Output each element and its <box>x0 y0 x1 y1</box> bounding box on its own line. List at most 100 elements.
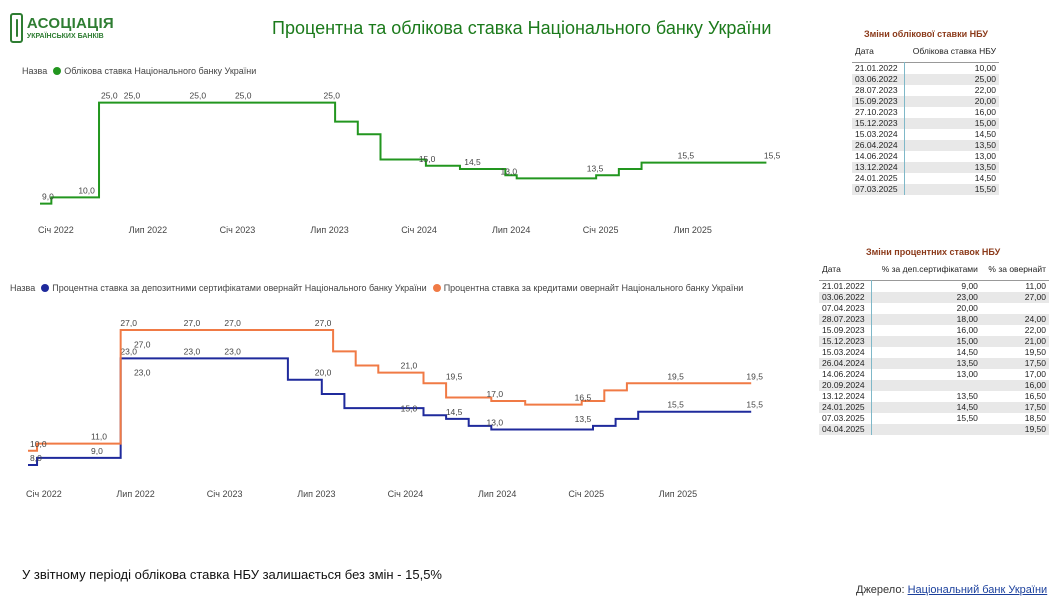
chart2-x-tick: Лип 2025 <box>659 489 697 499</box>
chart2-x-tick: Лип 2022 <box>116 489 154 499</box>
chart1-series-0-label: 25,0 <box>235 91 252 101</box>
table-cell: 11,00 <box>980 280 1049 292</box>
chart1-series-0-label: 15,5 <box>764 151 781 161</box>
table-cell: 27.10.2023 <box>852 107 905 118</box>
table-cell: 07.03.2025 <box>819 413 873 424</box>
table-cell: 03.06.2022 <box>852 74 905 85</box>
chart2-x-tick: Січ 2022 <box>26 489 62 499</box>
chart1-legend-series: Облікова ставка Національного банку Укра… <box>64 66 257 76</box>
table-cell: 24.01.2025 <box>819 402 873 413</box>
source-link[interactable]: Національний банк України <box>907 584 1048 596</box>
table-cell: 21.01.2022 <box>852 62 905 74</box>
table-cell: 18,00 <box>871 314 981 325</box>
chart1-series-0-label: 25,0 <box>190 91 207 101</box>
table-cell: 14.06.2024 <box>852 151 905 162</box>
table-row: 15.12.2023 15,00 21,00 <box>819 336 1049 347</box>
table-cell: 07.04.2023 <box>819 303 873 314</box>
table-row: 03.06.2022 25,00 <box>852 74 999 85</box>
table-row: 15.09.2023 16,00 22,00 <box>819 325 1049 336</box>
table2-header-date: Дата <box>822 264 841 274</box>
chart1-series-0-label: 15,0 <box>419 154 436 164</box>
chart1-x-tick: Січ 2024 <box>401 225 437 235</box>
table-row: 15.12.2023 15,00 <box>852 118 999 129</box>
table-cell: 16,50 <box>1024 391 1046 401</box>
table-cell: 14,50 <box>974 129 996 139</box>
chart2-series-1-line <box>28 329 752 452</box>
chart2-series-1-label: 27,0 <box>224 318 241 328</box>
blue-dot-icon <box>41 284 50 292</box>
chart1-series-0-label: 10,0 <box>78 185 95 195</box>
chart2-series-1-label: 19,5 <box>446 371 463 381</box>
table-cell: 14.06.2024 <box>819 369 873 380</box>
table-cell: 15,00 <box>904 118 999 129</box>
chart2-x-tick: Січ 2023 <box>207 489 243 499</box>
table-cell: 04.04.2025 <box>819 424 873 435</box>
table-row: 07.03.2025 15,50 <box>852 184 999 195</box>
chart1-series-0-label: 25,0 <box>124 91 141 101</box>
table-cell: 20.09.2024 <box>819 380 873 391</box>
chart2-x-tick: Січ 2025 <box>568 489 604 499</box>
table-cell: 26.04.2024 <box>852 140 905 151</box>
chart1-legend: Назва Облікова ставка Національного банк… <box>22 66 256 76</box>
chart2-series-0-label: 9,0 <box>91 446 103 456</box>
chart2-series-1-label: 19,5 <box>667 371 684 381</box>
table-cell: 19,50 <box>980 424 1049 435</box>
table-row: 20.09.2024 16,00 <box>819 380 1049 391</box>
table-cell: 15.12.2023 <box>819 336 873 347</box>
chart1-series-0-label: 13,0 <box>501 166 518 176</box>
chart1-x-tick: Січ 2022 <box>38 225 74 235</box>
table-cell: 14,50 <box>956 347 978 357</box>
chart1-series-0-label: 25,0 <box>101 91 118 101</box>
table-cell <box>871 380 981 391</box>
table-cell: 21,00 <box>980 336 1049 347</box>
table-cell: 14,50 <box>974 173 996 183</box>
table-cell: 15,50 <box>956 413 978 423</box>
chart2-series-1-label: 16,5 <box>575 393 592 403</box>
table-cell: 17,00 <box>1024 369 1046 379</box>
chart1-series-0-label: 15,5 <box>678 151 695 161</box>
table-cell: 13,50 <box>871 358 981 369</box>
table-cell: 15.03.2024 <box>852 129 905 140</box>
table-cell: 26.04.2024 <box>819 358 873 369</box>
chart1-series-0-line <box>40 101 767 205</box>
orange-dot-icon <box>432 284 441 292</box>
chart2-x-tick: Січ 2024 <box>388 489 424 499</box>
chart2-series-1-label: 10,0 <box>30 439 47 449</box>
chart2-series-1-label: 21,0 <box>401 361 418 371</box>
chart2-legend: Назва Процентна ставка за депозитними се… <box>10 283 743 293</box>
table-cell: 24,00 <box>980 314 1049 325</box>
key-rate-table: Дата Облікова ставка НБУ 21.01.2022 10,00… <box>852 40 999 195</box>
source-label: Джерело: <box>856 584 905 596</box>
table-cell: 22,00 <box>1024 325 1046 335</box>
chart1-x-tick: Лип 2024 <box>492 225 530 235</box>
table1-title: Зміни облікової ставки НБУ <box>864 29 988 39</box>
table-cell: 25,00 <box>904 74 999 85</box>
page-title: Процентна та облікова ставка Національно… <box>272 18 772 38</box>
chart2-series-1-label: 27,0 <box>120 318 137 328</box>
chart2-x-tick: Лип 2023 <box>297 489 335 499</box>
table-row: 15.03.2024 14,50 <box>852 129 999 140</box>
chart2-series-0-label: 15,5 <box>667 400 684 410</box>
table-cell: 28.07.2023 <box>819 314 873 325</box>
table-row: 24.01.2025 14,50 17,50 <box>819 402 1049 413</box>
table-cell: 20,00 <box>904 96 999 107</box>
chart2-series-0-label: 23,0 <box>224 346 241 356</box>
chart2-series-0-label: 23,0 <box>120 346 137 356</box>
chart2-series-1-label: 17,0 <box>487 389 504 399</box>
chart2-legend-series-deposit: Процентна ставка за депозитними сертифік… <box>52 283 427 293</box>
table-row: 07.04.2023 20,00 <box>819 303 1049 314</box>
table-cell: 28.07.2023 <box>852 85 905 96</box>
chart2-series-1-label: 19,5 <box>746 371 763 381</box>
table-cell: 13.12.2024 <box>852 162 905 173</box>
logo: АСОЦІАЦІЯ УКРАЇНСЬКИХ БАНКІВ <box>10 12 114 44</box>
table-cell: 13,00 <box>974 151 996 161</box>
table-cell: 07.03.2025 <box>852 184 905 195</box>
table-row: 04.04.2025 19,50 <box>819 424 1049 435</box>
chart1-series-0-label: 13,5 <box>587 163 604 173</box>
table-cell: 13,00 <box>956 369 978 379</box>
chart1-x-tick: Лип 2025 <box>674 225 712 235</box>
table-cell: 15.12.2023 <box>852 118 905 129</box>
table-cell: 17,50 <box>980 402 1049 413</box>
table-row: 27.10.2023 16,00 <box>852 107 999 118</box>
table-cell: 21.01.2022 <box>819 280 873 292</box>
